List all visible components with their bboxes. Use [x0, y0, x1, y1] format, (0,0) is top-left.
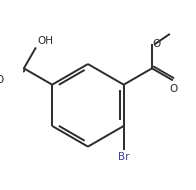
Text: O: O: [169, 84, 178, 94]
Text: Br: Br: [118, 152, 129, 162]
Text: O: O: [152, 39, 161, 49]
Text: OH: OH: [38, 36, 54, 46]
Text: O: O: [0, 75, 3, 85]
